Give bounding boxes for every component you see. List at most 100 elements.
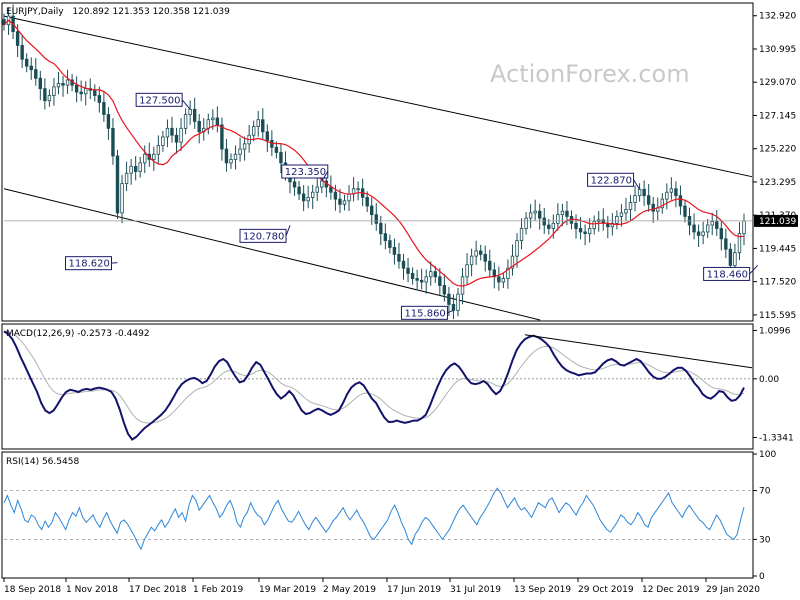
candle: [174, 127, 179, 154]
candle: [170, 116, 174, 143]
last-price-badge: 121.039: [754, 214, 798, 227]
candle: [301, 185, 306, 212]
candle: [24, 53, 29, 73]
candle: [165, 119, 170, 148]
x-axis: 18 Sep 2018 1 Nov 2018 17 Dec 2018 1 Feb 20…: [3, 578, 760, 595]
candle: [129, 158, 133, 185]
candle: [406, 258, 410, 283]
x-tick-label: 29 Oct 2019: [578, 585, 634, 595]
candle: [156, 135, 161, 164]
macd-y-tick-label: 1.0996: [759, 326, 791, 336]
candle: [338, 188, 342, 214]
candle: [79, 80, 83, 102]
candle: [224, 138, 229, 172]
channel-upper-line: [3, 15, 753, 178]
price-y-tick-label: 123.295: [759, 178, 796, 188]
candle: [351, 177, 356, 202]
candle: [93, 84, 97, 102]
price-y-tick-label: 117.520: [759, 278, 796, 288]
candle: [238, 137, 242, 162]
candle: [233, 145, 238, 170]
candle: [674, 181, 678, 208]
candle: [124, 161, 129, 192]
candle: [583, 224, 587, 246]
candle: [560, 203, 565, 227]
macd-signal-line: [3, 330, 745, 424]
price-y-tick-label: 130.995: [759, 45, 796, 55]
candle: [202, 118, 206, 141]
price-y-tick-label: 125.220: [759, 145, 796, 155]
candle: [147, 142, 151, 167]
channel-lower-line: [3, 188, 541, 321]
candle: [2, 13, 6, 31]
candle: [701, 221, 705, 245]
macd-y-tick-label: -1.3341: [759, 434, 794, 444]
x-tick-label: 1 Nov 2018: [66, 585, 118, 595]
candle: [538, 203, 542, 230]
candle: [665, 183, 669, 210]
price-title: EURJPY,Daily 120.892 121.353 120.358 121…: [6, 7, 230, 17]
candle: [197, 113, 201, 144]
candle: [188, 100, 192, 125]
candle: [29, 57, 33, 80]
x-tick-label: 18 Sep 2018: [4, 585, 61, 595]
candle: [161, 130, 165, 152]
candle: [615, 210, 619, 230]
price-annotation: 120.780: [239, 225, 291, 243]
macd-panel-frame: [1, 323, 754, 450]
annotation-label: 120.780: [243, 231, 284, 242]
candle: [465, 253, 469, 285]
candle: [183, 108, 188, 135]
candle: [152, 146, 156, 171]
candle: [43, 78, 47, 110]
candle: [633, 185, 637, 212]
candle: [106, 107, 111, 140]
price-y-tick-label: 127.145: [759, 111, 796, 121]
candle: [692, 213, 696, 240]
candle: [506, 259, 510, 289]
candle: [261, 108, 265, 140]
candle: [587, 218, 592, 243]
y-axes: 132.920 130.995 129.070 127.145 125.220 123.2…: [753, 12, 798, 582]
candle: [556, 203, 560, 231]
price-annotation: 118.620: [64, 256, 118, 271]
annotation-label: 123.350: [285, 167, 326, 178]
price-annotation: 123.350: [281, 164, 329, 182]
candle: [438, 268, 442, 296]
candle: [251, 120, 256, 142]
candle: [397, 242, 401, 269]
rsi-panel: [3, 487, 752, 551]
candle: [519, 218, 524, 250]
candle: [724, 228, 728, 259]
candle: [515, 233, 519, 268]
candle: [619, 204, 624, 227]
candle: [715, 210, 719, 236]
annotation-label: 118.460: [707, 269, 748, 280]
candle: [710, 212, 714, 236]
candle: [705, 218, 710, 238]
candle: [97, 86, 102, 113]
candle: [265, 124, 270, 152]
candle: [220, 117, 224, 161]
price-panel: [2, 4, 753, 321]
x-tick-label: 17 Dec 2018: [129, 585, 187, 595]
candle: [297, 180, 301, 200]
price-annotation: 122.870: [587, 172, 641, 190]
candle: [374, 203, 378, 231]
candle: [52, 78, 56, 106]
price-annotation: 118.460: [703, 265, 758, 281]
candle: [547, 218, 551, 235]
ohlc-label: 120.892 121.353 120.358 121.039: [72, 7, 230, 17]
candle: [533, 199, 537, 221]
candle: [656, 197, 660, 221]
candle: [120, 174, 124, 224]
candle: [138, 156, 142, 178]
moving-average-line: [3, 19, 745, 287]
price-annotation: 127.500: [135, 92, 191, 110]
price-y-tick-label: 129.070: [759, 78, 796, 88]
candle: [388, 234, 392, 254]
candle: [47, 89, 52, 107]
price-annotations: 127.500 118.620 123.350 120.780 115.860 122.8…: [64, 92, 758, 320]
price-panel-frame: [1, 2, 754, 322]
